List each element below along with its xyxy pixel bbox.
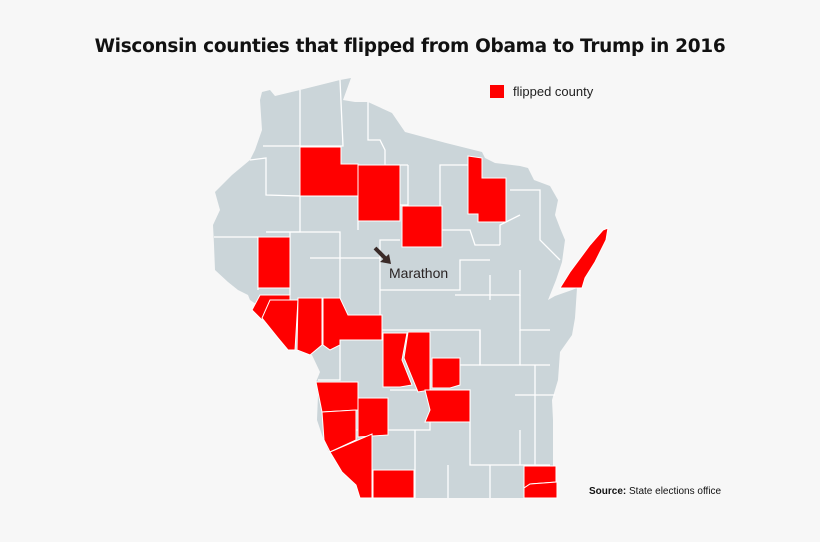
county-trempealeau	[296, 297, 323, 356]
county-lafayette	[372, 469, 415, 499]
county-richland	[357, 397, 389, 438]
county-grant	[329, 433, 373, 499]
legend-swatch-flipped	[490, 85, 504, 98]
arrow-down-right-icon	[373, 246, 391, 264]
county-door	[559, 227, 609, 289]
county-sawyer	[299, 146, 359, 197]
county-kenosha	[523, 481, 558, 499]
source-note: Source: State elections office	[589, 486, 721, 497]
county-lincoln	[401, 205, 443, 248]
county-pepin-buffalo	[261, 299, 299, 351]
county-forest	[467, 155, 507, 223]
county-adams	[403, 331, 431, 393]
source-prefix: Source:	[589, 486, 627, 497]
marathon-label: Marathon	[389, 265, 449, 281]
county-price	[357, 164, 401, 222]
county-marquette	[431, 357, 461, 389]
county-jackson	[322, 297, 383, 351]
county-juneau	[382, 332, 413, 388]
county-dunn	[257, 236, 291, 289]
legend-label: flipped county	[513, 84, 594, 99]
county-vernon	[315, 381, 359, 413]
map-title: Wisconsin counties that flipped from Oba…	[94, 36, 726, 57]
source-text: State elections office	[629, 486, 722, 497]
county-columbia	[424, 389, 471, 423]
flipped-counties	[251, 146, 609, 499]
legend: flipped county	[490, 84, 593, 99]
